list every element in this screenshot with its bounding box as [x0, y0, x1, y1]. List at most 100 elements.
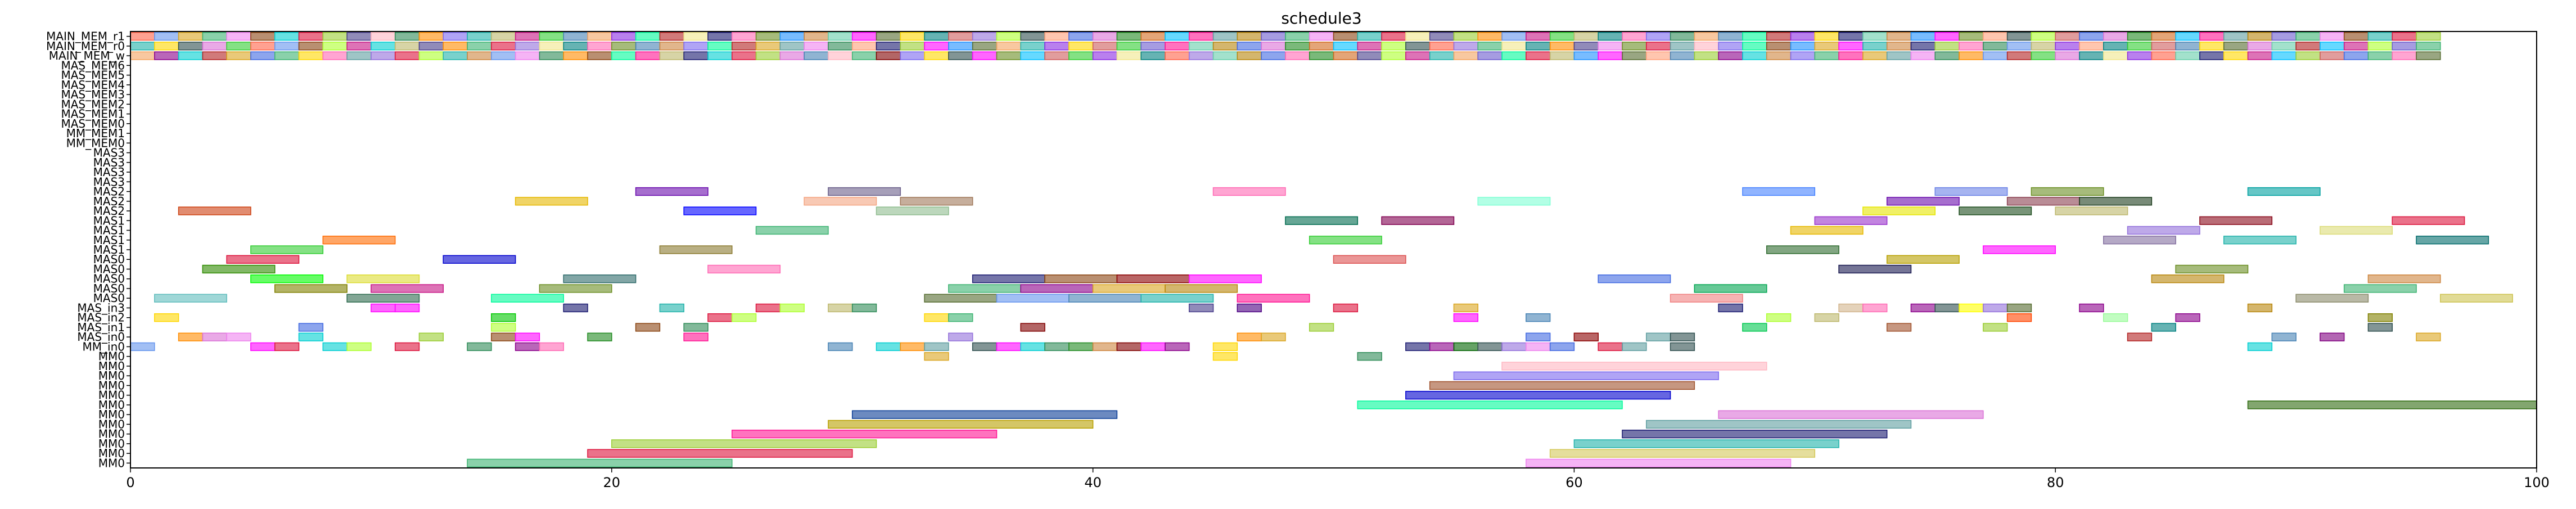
task-bar	[1790, 31, 1816, 41]
task-bar	[635, 187, 709, 196]
task-bar	[2295, 31, 2321, 41]
task-bar	[2103, 51, 2128, 60]
task-bar	[2199, 31, 2225, 41]
row-label: MAS0	[93, 272, 125, 286]
task-bar	[2343, 51, 2369, 60]
task-bar	[2079, 197, 2153, 206]
task-bar	[539, 51, 564, 60]
task-bar	[2151, 274, 2225, 283]
task-bar	[635, 323, 661, 332]
task-bar	[1381, 42, 1406, 51]
task-bar	[2392, 42, 2417, 51]
task-bar	[900, 342, 925, 352]
task-bar	[2343, 42, 2369, 51]
task-bar	[1598, 274, 1671, 283]
task-bar	[178, 51, 204, 60]
task-bar	[851, 410, 1118, 419]
task-bar	[322, 51, 348, 60]
task-bar	[1068, 51, 1094, 60]
task-bar	[1549, 31, 1575, 41]
task-bar	[563, 274, 637, 283]
task-bar	[1189, 303, 1214, 313]
task-bar	[154, 313, 179, 322]
task-bar	[154, 51, 179, 60]
task-bar	[1020, 42, 1045, 51]
task-bar	[491, 31, 516, 41]
task-bar	[587, 42, 612, 51]
task-bar	[1983, 303, 2008, 313]
task-bar	[298, 51, 324, 60]
task-bar	[226, 255, 300, 264]
task-bar	[779, 31, 805, 41]
task-bar	[1405, 342, 1431, 352]
task-bar	[346, 42, 372, 51]
task-bar	[2103, 42, 2128, 51]
task-bar	[1212, 51, 1238, 60]
task-bar	[1766, 42, 1792, 51]
task-bar	[2031, 31, 2056, 41]
task-bar	[2416, 51, 2441, 60]
task-bar	[1309, 51, 1334, 60]
task-bar	[250, 42, 276, 51]
task-bar	[1212, 42, 1238, 51]
task-bar	[1092, 284, 1166, 293]
task-bar	[948, 332, 973, 341]
task-bar	[996, 51, 1021, 60]
task-bar	[2055, 206, 2128, 215]
task-bar	[2247, 303, 2273, 313]
task-bar	[1766, 51, 1792, 60]
task-bar	[732, 51, 757, 60]
task-bar	[1453, 303, 1478, 313]
task-bar	[1526, 332, 1551, 341]
task-bar	[515, 342, 540, 352]
task-bar	[443, 42, 468, 51]
task-bar	[250, 274, 324, 283]
task-bar	[2440, 294, 2513, 303]
row-label: MM0	[98, 359, 125, 373]
task-bar	[2079, 51, 2104, 60]
task-bar	[1814, 42, 1839, 51]
task-bar	[226, 42, 251, 51]
task-bar	[707, 31, 733, 41]
task-bar	[611, 439, 877, 448]
task-bar	[274, 284, 348, 293]
task-bar	[924, 352, 949, 361]
task-bar	[2199, 216, 2273, 225]
task-bar	[154, 31, 179, 41]
task-bar	[1670, 294, 1743, 303]
task-bar	[1862, 51, 1888, 60]
task-bar	[1309, 31, 1334, 41]
task-bar	[1333, 42, 1359, 51]
task-bar	[1983, 51, 2008, 60]
task-bar	[1116, 274, 1190, 283]
task-bar	[346, 342, 372, 352]
task-bar	[2006, 31, 2032, 41]
task-bar	[996, 42, 1021, 51]
task-bar	[1381, 51, 1406, 60]
task-bar	[1333, 31, 1359, 41]
task-bar	[178, 332, 204, 341]
task-bar	[2175, 313, 2200, 322]
task-bar	[779, 51, 805, 60]
task-bar	[1598, 342, 1623, 352]
task-bar	[1910, 42, 1936, 51]
task-bar	[707, 42, 733, 51]
task-bar	[1237, 303, 1262, 313]
row-label: MM0	[98, 350, 125, 363]
task-bar	[154, 42, 179, 51]
task-bar	[1092, 42, 1118, 51]
chart-title: schedule3	[1281, 9, 1361, 28]
task-bar	[1285, 51, 1310, 60]
task-bar	[924, 313, 949, 322]
task-bar	[1790, 42, 1816, 51]
task-bar	[2295, 42, 2321, 51]
task-bar	[418, 51, 444, 60]
task-bar	[250, 51, 276, 60]
row-label: MAS_in1	[77, 321, 125, 334]
task-bar	[2271, 332, 2297, 341]
task-bar	[755, 303, 781, 313]
task-bar	[1910, 303, 1936, 313]
task-bar	[1405, 391, 1671, 400]
task-bar	[2175, 264, 2249, 274]
task-bar	[1718, 31, 1743, 41]
